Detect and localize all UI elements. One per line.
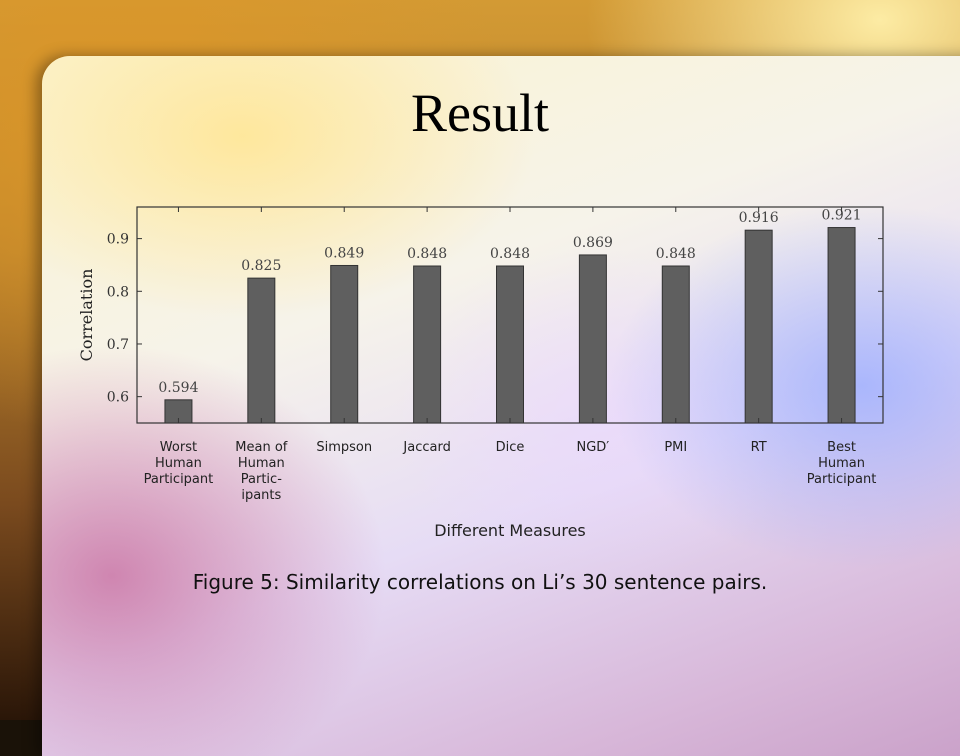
x-tick-label: NGD′: [577, 440, 610, 455]
y-tick-label: 0.7: [107, 337, 129, 353]
x-tick-label: Simpson: [316, 440, 372, 455]
bar-value-label: 0.849: [324, 245, 364, 261]
bar-value-label: 0.921: [822, 208, 862, 224]
y-tick-label: 0.9: [107, 232, 129, 248]
bar-value-label: 0.594: [158, 380, 198, 396]
bar: [744, 229, 773, 424]
x-tick-label-line: Simpson: [316, 440, 372, 455]
bar: [413, 265, 442, 424]
x-tick-label-line: Jaccard: [402, 440, 450, 455]
x-tick-label-line: Human: [238, 456, 285, 471]
x-tick-label-line: Participant: [807, 472, 877, 487]
y-axis: 0.6 0.7 0.8 0.9: [107, 232, 883, 406]
x-tick-label-line: Human: [818, 456, 865, 471]
x-tick-label-line: Mean of: [235, 440, 288, 455]
x-tick-label-line: NGD′: [577, 440, 610, 455]
x-tick-label: Worst Human Participant: [144, 440, 214, 487]
y-axis-label: Correlation: [77, 269, 96, 362]
x-tick-label: RT: [751, 440, 767, 455]
y-tick-label: 0.6: [107, 390, 129, 406]
bar: [661, 265, 690, 424]
bar-value-label: 0.848: [407, 246, 447, 262]
x-tick-label-line: ipants: [241, 488, 281, 503]
x-tick-label: PMI: [664, 440, 687, 455]
bar-value-label: 0.869: [573, 235, 613, 251]
x-tick-label-line: Best: [827, 440, 856, 455]
bar-value-label: 0.848: [656, 246, 696, 262]
x-tick-label: Jaccard: [402, 440, 450, 455]
x-tick-label-line: Dice: [496, 440, 525, 455]
y-tick-label: 0.8: [107, 284, 129, 300]
bar: [330, 264, 359, 424]
bar: [247, 277, 276, 424]
bar: [578, 254, 607, 424]
x-tick-label-line: Partic-: [241, 472, 282, 487]
bar: [827, 227, 856, 424]
bar-value-label: 0.825: [241, 258, 281, 274]
figure-caption: Figure 5: Similarity correlations on Li’…: [192, 570, 768, 594]
x-tick-label: Best Human Participant: [807, 440, 877, 487]
bar-value-label: 0.848: [490, 246, 530, 262]
bar-series: 0.594 0.825 0.849 0.848 0.848 0.869 0.848 0.916…: [158, 208, 862, 424]
x-tick-label: Mean of Human Partic-ipants: [235, 440, 288, 503]
x-tick-label-line: RT: [751, 440, 767, 455]
slide-title: Result: [410, 83, 549, 143]
x-axis-label: Different Measures: [434, 521, 586, 540]
x-tick-label-line: Human: [155, 456, 202, 471]
x-tick-label-line: PMI: [664, 440, 687, 455]
x-tick-label-line: Participant: [144, 472, 214, 487]
x-tick-label: Dice: [496, 440, 525, 455]
bar: [496, 265, 524, 424]
x-tick-label-line: Worst: [160, 440, 197, 455]
bar-value-label: 0.916: [739, 210, 779, 226]
